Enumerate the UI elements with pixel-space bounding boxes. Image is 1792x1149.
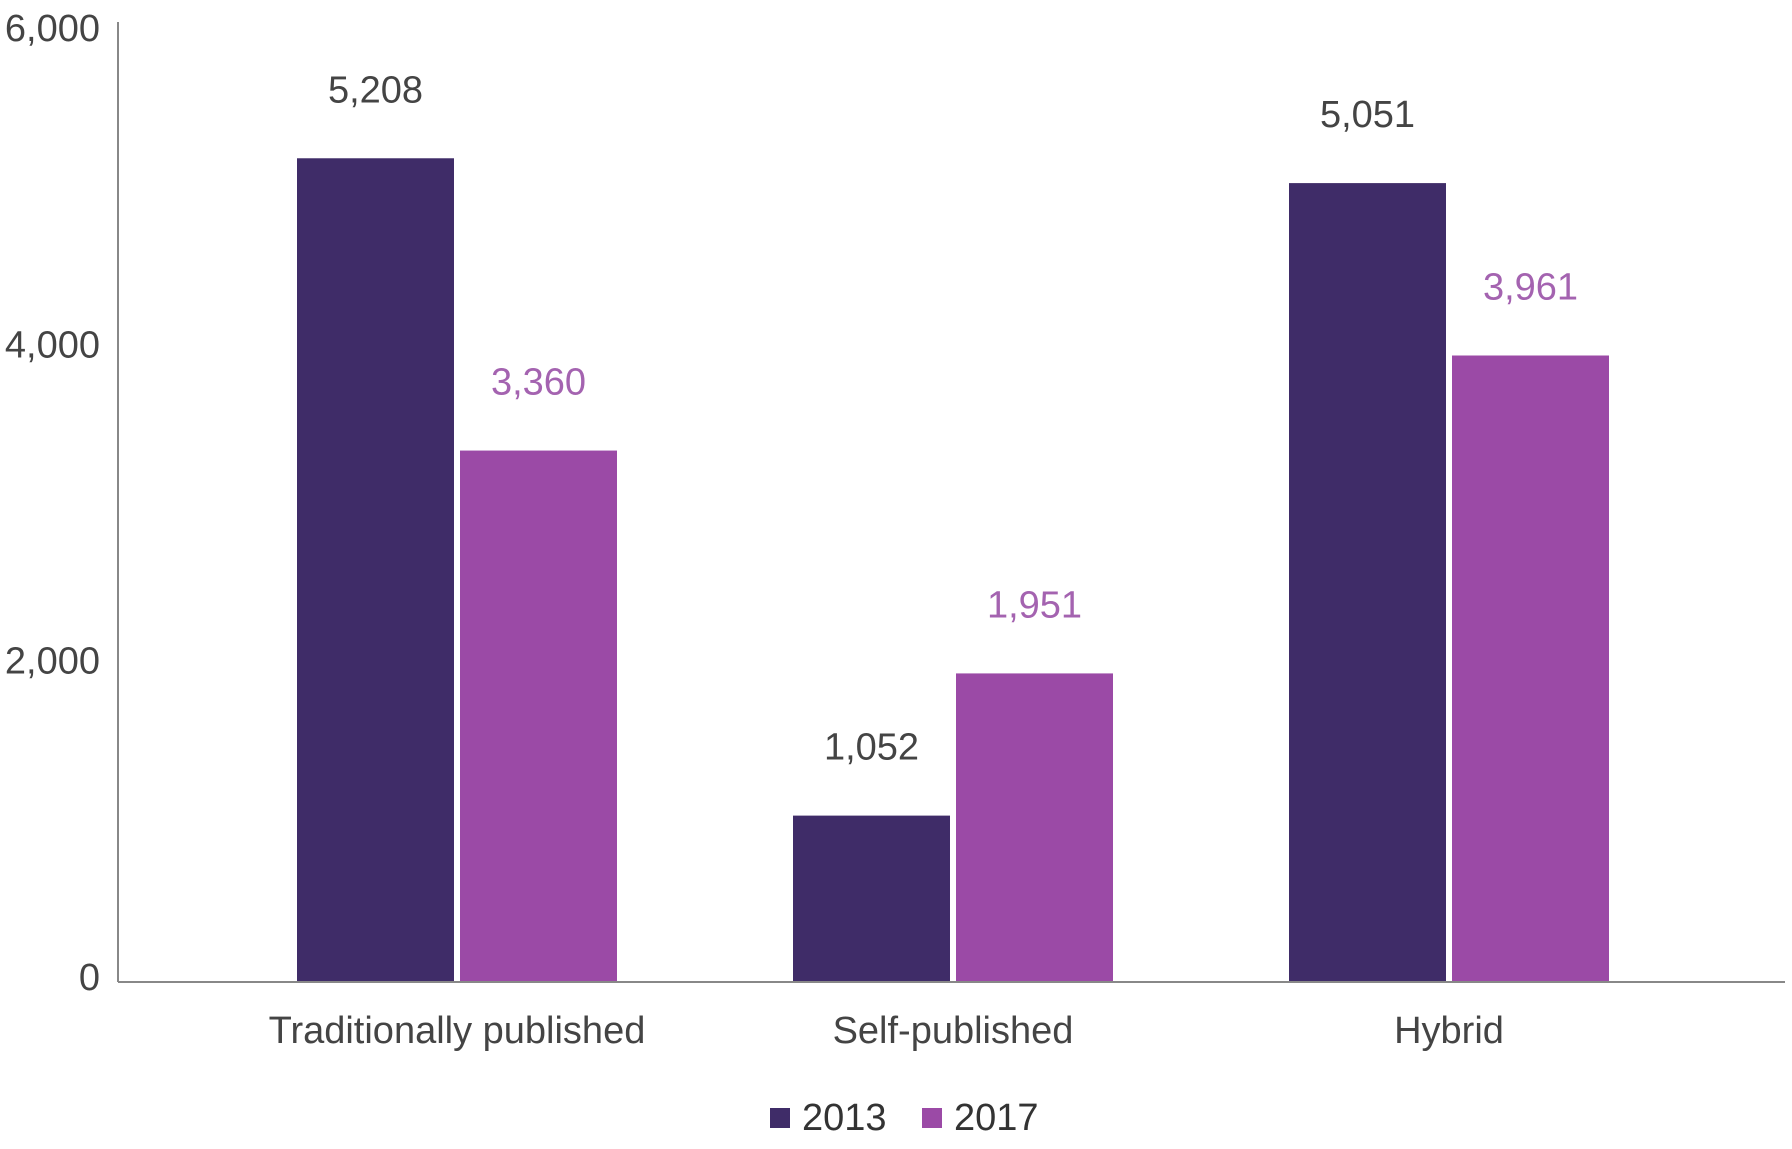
legend-swatch-2013: [770, 1108, 790, 1128]
data-label-2017: 3,961: [1483, 267, 1578, 309]
data-label-2013: 5,051: [1320, 94, 1415, 136]
data-label-2013: 5,208: [328, 69, 423, 111]
legend: 2013 2017: [770, 1097, 1039, 1139]
bar-2013: [297, 158, 454, 982]
y-axis: 0 2,000 4,000 6,000: [5, 8, 119, 999]
x-tick-label: Hybrid: [1394, 1010, 1504, 1052]
bar-2017: [460, 450, 617, 982]
y-tick-label: 6,000: [5, 8, 100, 50]
x-tick-label: Self-published: [833, 1010, 1074, 1052]
data-label-2017: 3,360: [491, 362, 586, 404]
y-tick-label: 2,000: [5, 641, 100, 683]
y-tick-label: 0: [79, 957, 100, 999]
bar-2013: [1289, 183, 1446, 983]
x-tick-label: Traditionally published: [269, 1010, 646, 1052]
data-labels: 5,208 3,360 1,052 1,951 5,051 3,961: [328, 69, 1578, 768]
bar-2017: [1452, 355, 1609, 982]
bars: [297, 158, 1609, 983]
bar-2017: [956, 673, 1113, 982]
data-label-2017: 1,951: [987, 584, 1082, 626]
x-axis: Traditionally published Self-published Hyb…: [118, 981, 1785, 1052]
legend-label-2017: 2017: [954, 1097, 1039, 1139]
data-label-2013: 1,052: [824, 727, 919, 769]
y-tick-label: 4,000: [5, 324, 100, 366]
bar-2013: [793, 815, 950, 982]
legend-swatch-2017: [922, 1108, 942, 1128]
legend-label-2013: 2013: [802, 1097, 887, 1139]
